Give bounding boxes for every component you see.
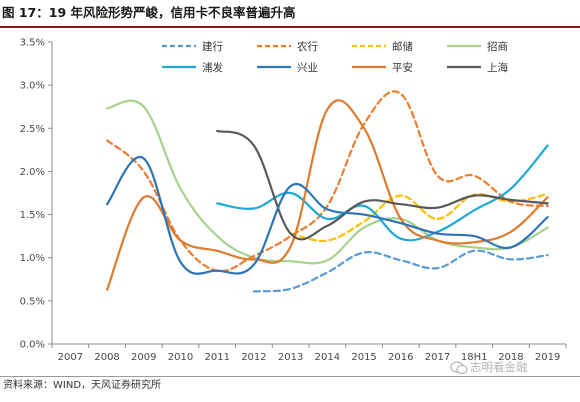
series-line-cib bbox=[106, 155, 549, 275]
x-tick-label: 2010 bbox=[168, 352, 193, 363]
y-tick-label: 2.0% bbox=[20, 167, 45, 178]
legend-label-bosh: 上海 bbox=[487, 61, 508, 74]
x-tick-label: 18H1 bbox=[461, 352, 488, 363]
legend-label-ccb: 建行 bbox=[202, 40, 223, 53]
line-chart: 0.0% 0.5% 1.0% 1.5% 2.0% 2.5% 3.0% 3.5% 2007 2008… bbox=[20, 38, 567, 363]
y-tick-label: 1.5% bbox=[20, 210, 45, 221]
x-tick-label: 2014 bbox=[315, 352, 340, 363]
title-divider bbox=[0, 26, 580, 28]
series-line-psbc bbox=[289, 192, 549, 242]
series-line-ccb bbox=[252, 249, 549, 293]
footer-divider bbox=[0, 376, 580, 377]
y-tick-label: 1.0% bbox=[20, 253, 45, 264]
series-line-spdb bbox=[216, 144, 549, 242]
x-tick-label: 2009 bbox=[131, 352, 156, 363]
series-line-bosh bbox=[216, 129, 549, 241]
x-tick-label: 2015 bbox=[351, 352, 376, 363]
x-tick-label: 2008 bbox=[94, 352, 119, 363]
chart-title: 图 17：19 年风险形势严峻，信用卡不良率普遍升高 bbox=[2, 5, 296, 20]
x-tick-label: 2016 bbox=[388, 352, 413, 363]
y-tick-label: 3.5% bbox=[20, 38, 45, 49]
source-note: 资料来源：WIND，天风证券研究所 bbox=[3, 380, 162, 391]
legend-label-cmb: 招商 bbox=[487, 40, 508, 53]
legend-label-spdb: 浦发 bbox=[202, 61, 223, 74]
series-line-cmb bbox=[106, 99, 549, 265]
x-tick-label: 2007 bbox=[58, 352, 83, 363]
x-tick-label: 2012 bbox=[241, 352, 266, 363]
x-tick-label: 2011 bbox=[204, 352, 229, 363]
y-tick-label: 3.0% bbox=[20, 81, 45, 92]
y-tick-label: 0.5% bbox=[20, 296, 45, 307]
legend-label-cib: 兴业 bbox=[297, 62, 318, 74]
watermark-text: 志明看金融 bbox=[470, 360, 528, 374]
x-tick-label: 2013 bbox=[278, 352, 303, 363]
legend-label-abc: 农行 bbox=[297, 40, 318, 53]
x-tick-label: 2019 bbox=[535, 352, 560, 363]
y-tick-label: 2.5% bbox=[20, 124, 45, 135]
x-tick-label: 2018 bbox=[498, 352, 523, 363]
legend-label-psbc: 邮储 bbox=[392, 40, 413, 53]
legend-label-pingan: 平安 bbox=[392, 61, 413, 74]
series-line-pingan bbox=[106, 99, 549, 291]
wechat-icon bbox=[450, 361, 468, 375]
x-tick-label: 2017 bbox=[425, 352, 450, 363]
y-tick-label: 0.0% bbox=[20, 340, 45, 351]
